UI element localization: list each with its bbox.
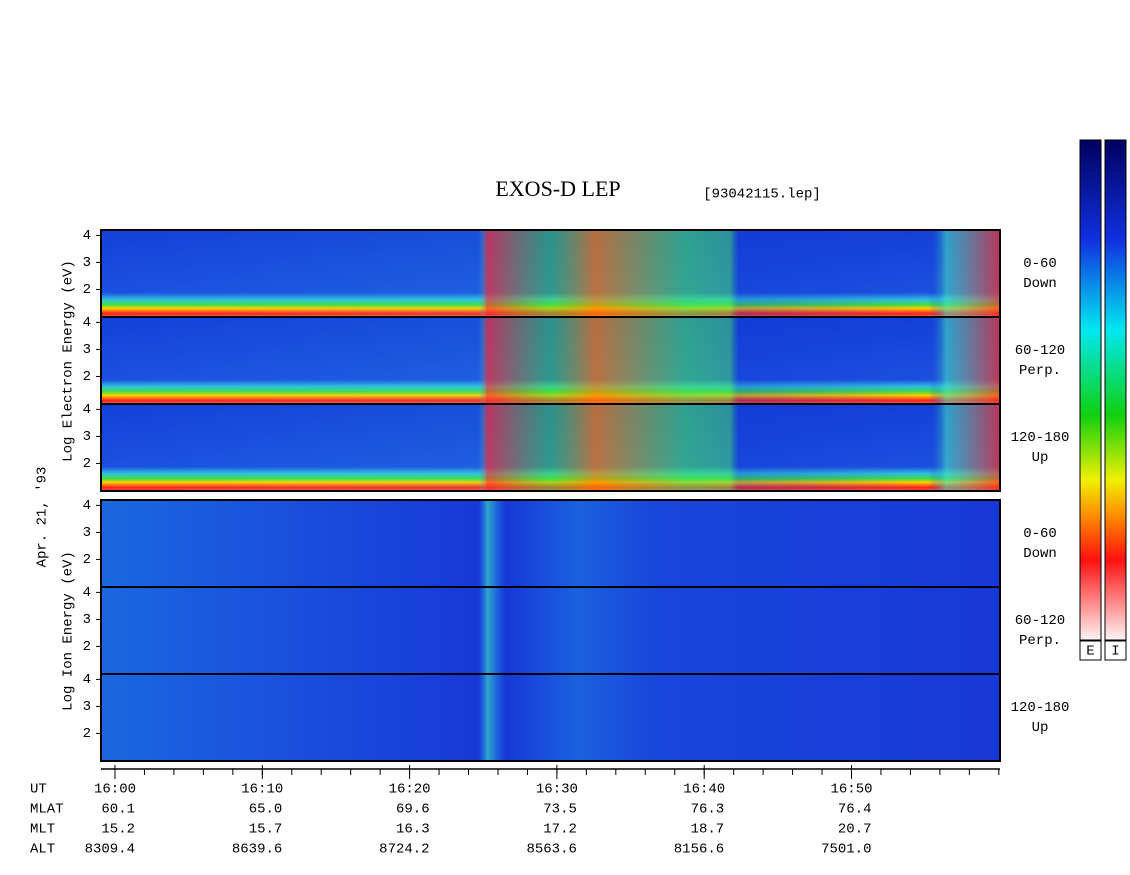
y-tick-label: 4 — [83, 315, 91, 331]
y-tick-label: 4 — [83, 228, 91, 244]
spectrogram-overlay — [101, 587, 1000, 674]
y-tick-label: 3 — [83, 525, 91, 541]
spectrogram-overlay — [101, 674, 1000, 761]
angle-label: 0-60 — [1023, 256, 1057, 272]
mlat-value: 73.5 — [543, 802, 577, 818]
ut-value: 16:20 — [389, 782, 431, 798]
colorbar-label: I — [1111, 644, 1119, 660]
direction-label: Down — [1023, 276, 1057, 292]
row-label: ALT — [30, 842, 55, 858]
y-tick-label: 2 — [83, 369, 91, 385]
mlt-value: 16.3 — [396, 822, 430, 838]
mlat-value: 65.0 — [249, 802, 283, 818]
y-tick-label: 2 — [83, 282, 91, 298]
colorbar — [1104, 139, 1127, 641]
row-label: MLT — [30, 822, 55, 838]
y-tick-label: 2 — [83, 639, 91, 655]
ut-value: 16:30 — [536, 782, 578, 798]
colorbar — [1079, 139, 1102, 641]
panel-frame — [100, 673, 1001, 762]
direction-label: Perp. — [1019, 633, 1061, 649]
colorbar-label: E — [1086, 644, 1094, 660]
mlt-value: 15.2 — [101, 822, 135, 838]
mlt-value: 18.7 — [691, 822, 725, 838]
direction-label: Up — [1032, 450, 1049, 466]
alt-value: 7501.0 — [821, 842, 871, 858]
y-tick-label: 4 — [83, 402, 91, 418]
y-tick-label: 4 — [83, 585, 91, 601]
electron-axis-label: Log Electron Energy (eV) — [61, 260, 77, 462]
angle-label: 120-180 — [1011, 700, 1070, 716]
colorbar-label-box — [1104, 640, 1127, 661]
y-tick-label: 3 — [83, 342, 91, 358]
angle-label: 60-120 — [1015, 613, 1065, 629]
ut-value: 16:50 — [830, 782, 872, 798]
mlt-value: 15.7 — [249, 822, 283, 838]
y-tick-label: 2 — [83, 726, 91, 742]
angle-label: 120-180 — [1011, 430, 1070, 446]
row-label: UT — [30, 782, 47, 798]
date-label: Apr. 21, '93 — [35, 467, 51, 568]
panel-frame — [100, 403, 1001, 492]
spectrogram-overlay — [101, 500, 1000, 587]
title: EXOS-D LEP — [495, 176, 620, 201]
y-tick-label: 2 — [83, 456, 91, 472]
mlat-value: 76.3 — [691, 802, 725, 818]
mlat-value: 69.6 — [396, 802, 430, 818]
file-label: [93042115.lep] — [703, 187, 821, 203]
direction-label: Down — [1023, 546, 1057, 562]
mlat-value: 60.1 — [101, 802, 135, 818]
ut-value: 16:10 — [241, 782, 283, 798]
row-label: MLAT — [30, 802, 64, 818]
mlat-value: 76.4 — [838, 802, 872, 818]
alt-value: 8639.6 — [232, 842, 282, 858]
ion-axis-label: Log Ion Energy (eV) — [61, 551, 77, 711]
colorbar-label-box — [1079, 640, 1102, 661]
y-tick-label: 2 — [83, 552, 91, 568]
spectrogram-overlay — [101, 230, 1000, 317]
spectrogram-overlay — [101, 404, 1000, 491]
direction-label: Perp. — [1019, 363, 1061, 379]
alt-value: 8563.6 — [526, 842, 576, 858]
ut-value: 16:40 — [683, 782, 725, 798]
alt-value: 8156.6 — [674, 842, 724, 858]
ut-value: 16:00 — [94, 782, 136, 798]
y-tick-label: 4 — [83, 672, 91, 688]
mlt-value: 17.2 — [543, 822, 577, 838]
y-tick-label: 3 — [83, 612, 91, 628]
alt-value: 8309.4 — [85, 842, 135, 858]
y-tick-label: 3 — [83, 699, 91, 715]
y-tick-label: 3 — [83, 429, 91, 445]
y-tick-label: 4 — [83, 498, 91, 514]
angle-label: 60-120 — [1015, 343, 1065, 359]
mlt-value: 20.7 — [838, 822, 872, 838]
alt-value: 8724.2 — [379, 842, 429, 858]
y-tick-label: 3 — [83, 255, 91, 271]
direction-label: Up — [1032, 720, 1049, 736]
angle-label: 0-60 — [1023, 526, 1057, 542]
spectrogram-overlay — [101, 317, 1000, 404]
